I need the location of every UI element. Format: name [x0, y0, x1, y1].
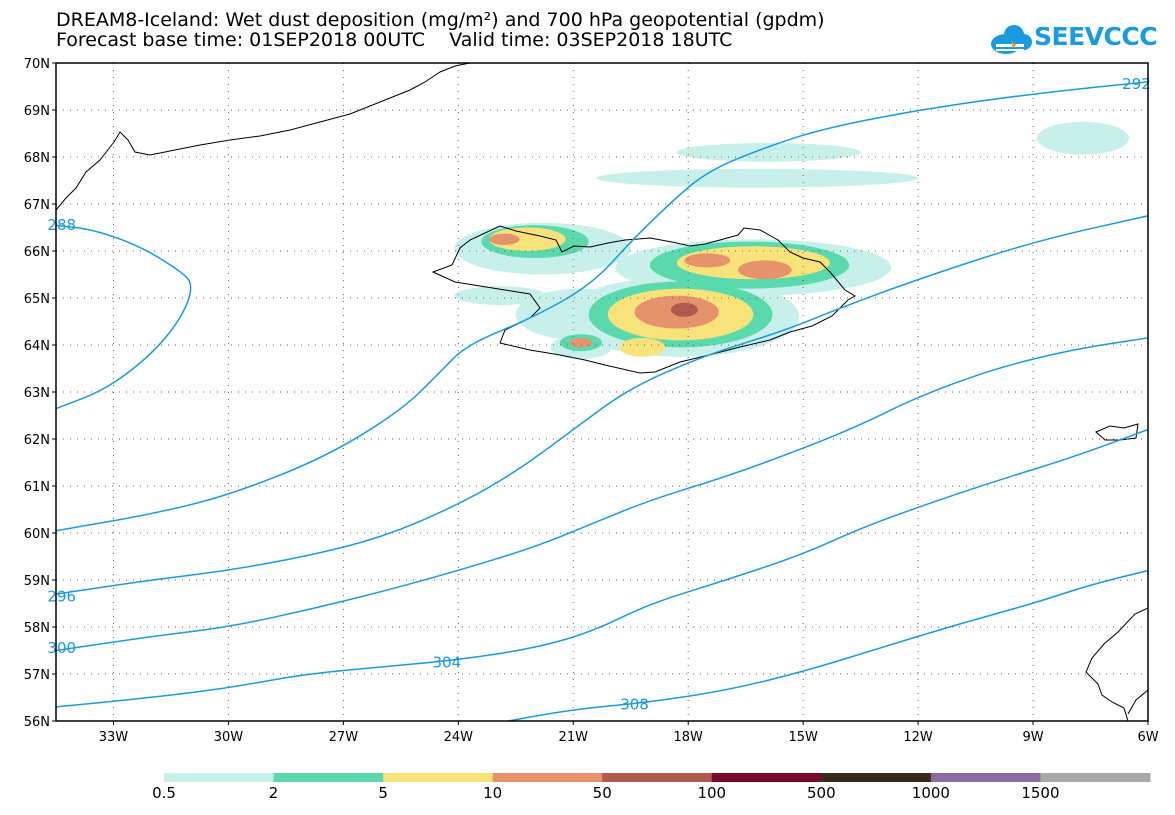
dust-region-16	[619, 337, 666, 357]
y-tick-label: 56N	[24, 715, 50, 730]
dust-region-5	[596, 168, 919, 188]
dust-region-6	[676, 142, 861, 162]
colorbar-swatch	[711, 773, 822, 782]
colorbar-label: 10	[483, 784, 502, 802]
dust-region-15	[488, 227, 566, 251]
x-tick-label: 6W	[1137, 730, 1158, 745]
colorbar-swatch	[821, 773, 932, 782]
contour-308	[507, 569, 1148, 721]
colorbar-label: 50	[593, 784, 612, 802]
dust-region-18	[738, 260, 792, 280]
colorbar-label: 0.5	[152, 784, 176, 802]
colorbar-label: 2	[269, 784, 279, 802]
contour-292	[56, 81, 1148, 532]
contour-label-300: 300	[47, 639, 76, 657]
coastline-greenland	[56, 63, 471, 211]
logo-text: SEEVCCC	[1034, 22, 1158, 51]
x-tick-label: 24W	[444, 730, 474, 745]
colorbar-label: 500	[807, 784, 836, 802]
contour-label-292: 292	[1122, 75, 1151, 93]
y-tick-label: 62N	[24, 433, 50, 448]
y-tick-label: 63N	[24, 386, 50, 401]
colorbar-label: 1500	[1021, 784, 1059, 802]
dust-region-19	[684, 253, 731, 268]
colorbar-swatch	[164, 773, 275, 782]
dust-region-21	[569, 337, 593, 348]
x-tick-label: 18W	[674, 730, 704, 745]
y-tick-label: 59N	[24, 574, 50, 589]
dust-region-22	[670, 302, 698, 317]
dust-region-4	[454, 286, 547, 306]
y-tick-label: 58N	[24, 621, 50, 636]
chart-title: DREAM8-Iceland: Wet dust deposition (mg/…	[56, 9, 825, 31]
contour-label-288: 288	[47, 216, 76, 234]
colorbar-swatch	[602, 773, 713, 782]
contour-300	[56, 337, 1148, 652]
x-tick-label: 9W	[1022, 730, 1043, 745]
x-tick-label: 27W	[329, 730, 359, 745]
y-tick-label: 65N	[24, 292, 50, 307]
colorbar-label: 5	[378, 784, 388, 802]
x-tick-label: 21W	[559, 730, 589, 745]
x-tick-label: 30W	[214, 730, 244, 745]
dust-region-7	[1036, 121, 1129, 155]
chart-subtitle: Forecast base time: 01SEP2018 00UTC Vali…	[56, 29, 733, 51]
coastline-faroe	[1095, 423, 1139, 441]
y-tick-label: 61N	[24, 480, 50, 495]
contour-label-308: 308	[620, 696, 649, 714]
y-tick-label: 67N	[24, 198, 50, 213]
y-tick-label: 69N	[24, 104, 50, 119]
cloud-logo-icon	[991, 25, 1032, 54]
colorbar-swatch	[1040, 773, 1151, 782]
y-tick-label: 64N	[24, 339, 50, 354]
x-tick-label: 12W	[903, 730, 933, 745]
colorbar-swatch	[930, 773, 1041, 782]
colorbar-swatch	[383, 773, 494, 782]
coastline-scotland	[1085, 607, 1148, 721]
y-tick-label: 66N	[24, 245, 50, 260]
colorbar-swatch	[273, 773, 384, 782]
contour-296	[56, 215, 1148, 595]
colorbar-label: 100	[697, 784, 726, 802]
y-tick-label: 70N	[24, 57, 50, 72]
contour-label-304: 304	[433, 653, 462, 671]
x-tick-label: 33W	[99, 730, 129, 745]
coastline-iceland	[431, 225, 856, 374]
y-tick-label: 57N	[24, 668, 50, 683]
colorbar-label: 1000	[912, 784, 950, 802]
contour-label-296: 296	[47, 587, 76, 605]
contour-288	[56, 224, 192, 410]
x-tick-label: 15W	[788, 730, 818, 745]
dust-region-20	[488, 233, 520, 245]
colorbar-swatch	[492, 773, 603, 782]
y-tick-label: 60N	[24, 527, 50, 542]
contour-304	[56, 428, 1148, 708]
y-tick-label: 68N	[24, 151, 50, 166]
